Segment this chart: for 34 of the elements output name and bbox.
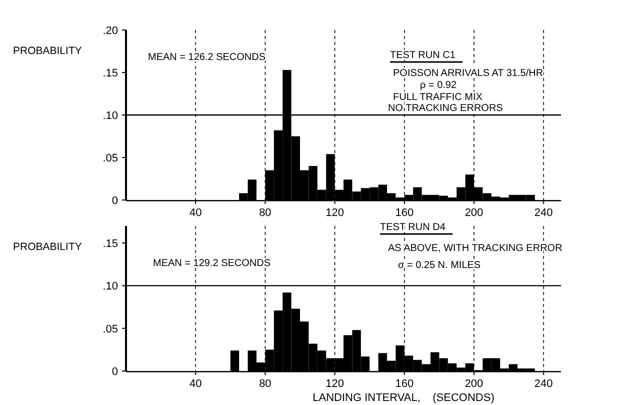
x-tick-label: 80 — [259, 378, 272, 390]
x-tick-label: 80 — [259, 207, 272, 219]
x-axis-title: LANDING INTERVAL, (SECONDS) — [312, 392, 494, 404]
y-tick-label: .05 — [102, 152, 118, 164]
x-tick-label: 240 — [534, 378, 553, 390]
annotation: TEST RUN D4 — [380, 222, 446, 233]
x-tick-label: 40 — [189, 378, 202, 390]
x-tick-label: 120 — [326, 207, 344, 219]
annotation: ρ = 0.92 — [420, 80, 457, 91]
x-tick-label: 200 — [464, 378, 484, 390]
y-tick-label: .10 — [102, 110, 118, 122]
x-tick-label: 160 — [395, 207, 414, 219]
annotation: MEAN = 129.2 SECONDS — [153, 258, 271, 269]
x-tick-label: 200 — [464, 207, 484, 219]
annotation: AS ABOVE, WITH TRACKING ERROR — [388, 243, 562, 254]
annotation: TEST RUN C1 — [390, 50, 456, 61]
annotation: POISSON ARRIVALS AT 31.5/HR — [393, 68, 544, 79]
y-tick-label: 0 — [112, 195, 118, 207]
y-axis-title: PROBABILITY — [13, 241, 82, 253]
y-axis-title: PROBABILITY — [13, 45, 82, 57]
y-tick-label: .10 — [102, 280, 118, 293]
x-tick-label: 160 — [395, 378, 414, 390]
annotation: FULL TRAFFIC MIX — [393, 92, 483, 103]
y-tick-label: .05 — [102, 323, 118, 336]
annotation: σ = 0.25 N. MILES — [398, 260, 481, 271]
y-tick-label: .15 — [102, 68, 118, 80]
x-tick-label: 240 — [534, 207, 553, 219]
annotation: NO TRACKING ERRORS — [388, 103, 504, 114]
x-tick-label: 120 — [326, 378, 344, 390]
y-tick-label: .20 — [102, 25, 118, 37]
annotation: MEAN = 126.2 SECONDS — [148, 52, 266, 63]
y-tick-label: .15 — [102, 238, 118, 250]
y-tick-label: 0 — [112, 366, 118, 378]
x-tick-label: 40 — [189, 207, 202, 219]
